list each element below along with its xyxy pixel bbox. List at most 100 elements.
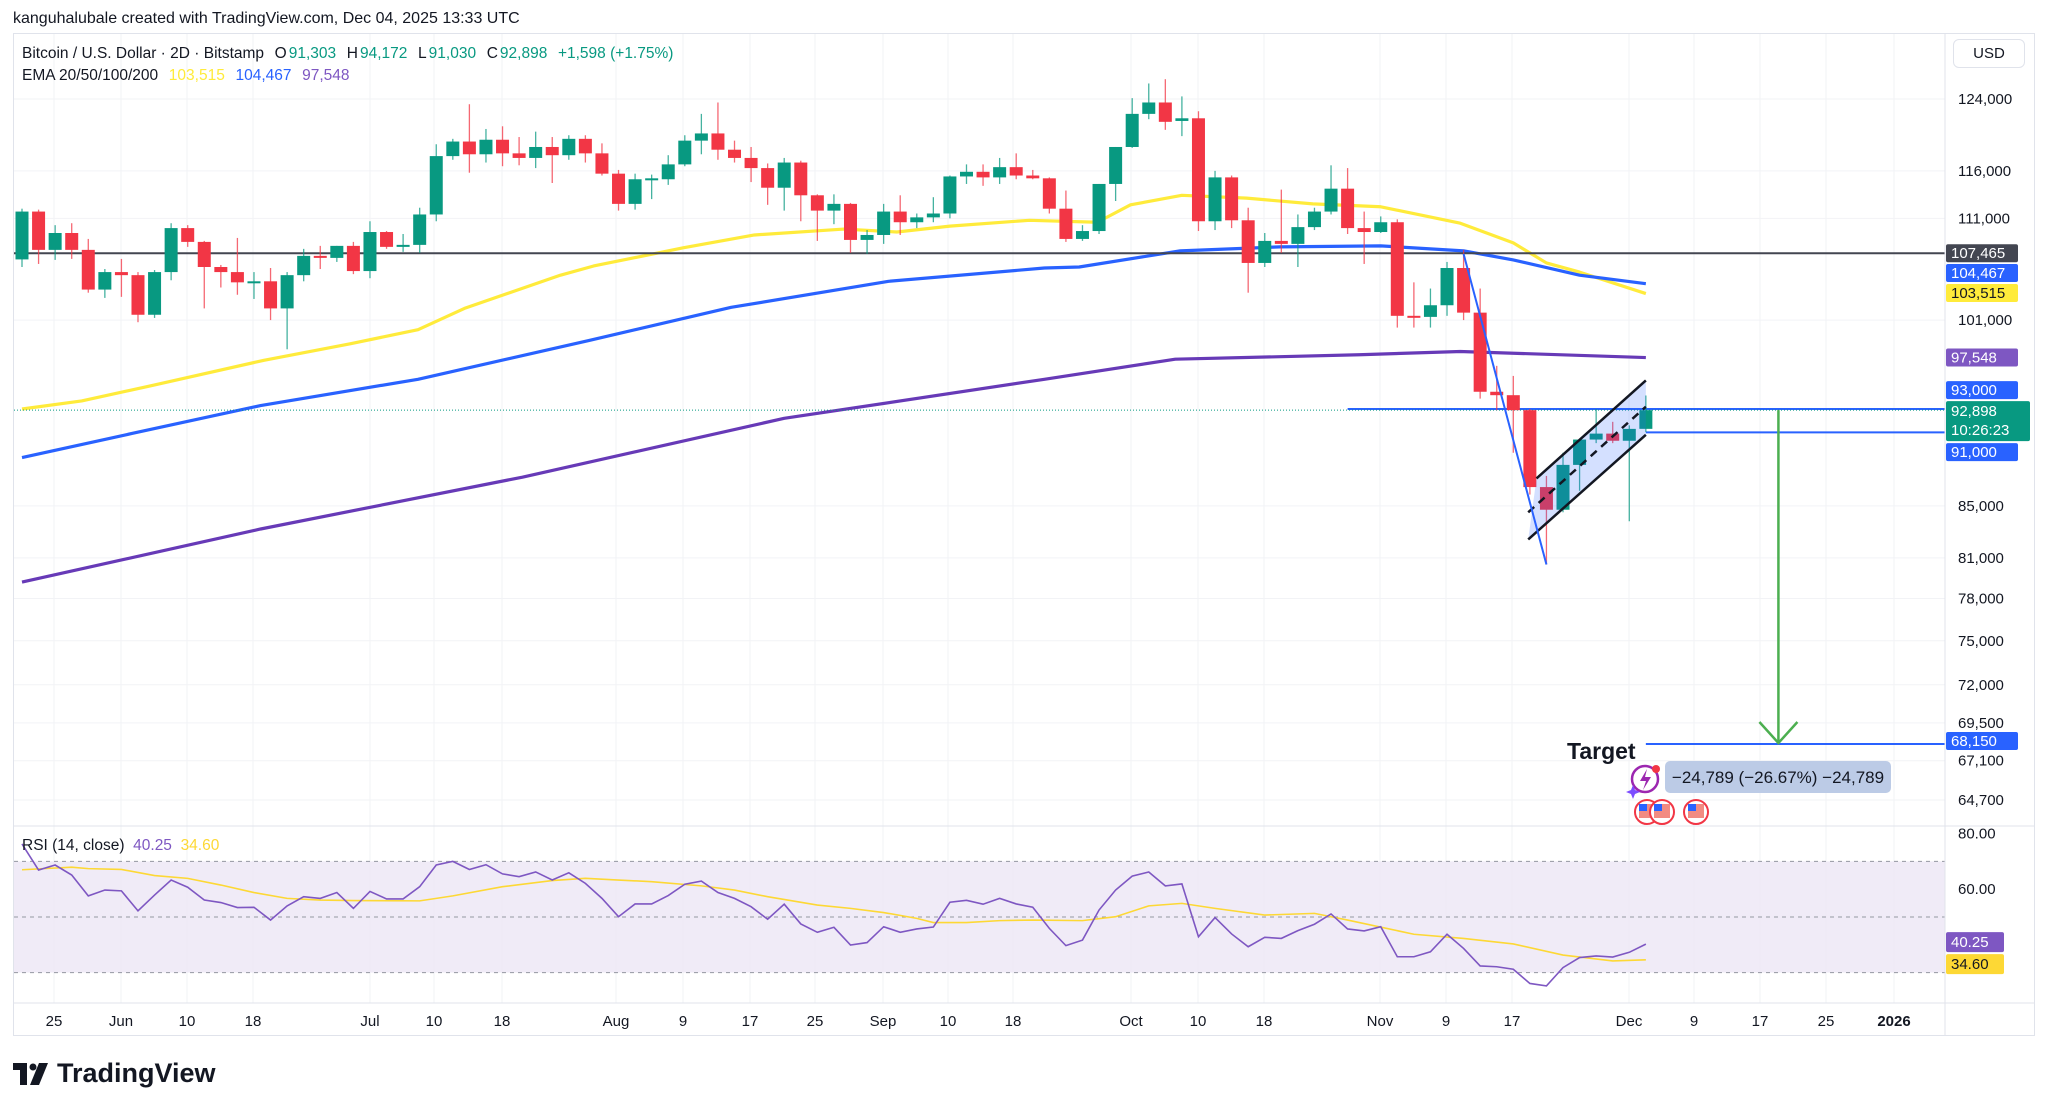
candle-body [396, 244, 410, 247]
rsi-tick-label: 60.00 [1958, 881, 1996, 898]
time-tick-label: 17 [742, 1013, 759, 1030]
price-badge[interactable] [1946, 443, 2018, 462]
candle-body [1390, 222, 1404, 316]
tradingview-logo[interactable]: TradingView [13, 1058, 216, 1089]
channel-fill[interactable] [1528, 380, 1646, 540]
candle-body [1274, 240, 1288, 244]
candle-body [1473, 312, 1487, 392]
target-arrow-head[interactable] [1758, 721, 1799, 745]
trend-line[interactable] [1462, 253, 1548, 565]
drawings[interactable] [1462, 253, 1799, 745]
price-badge[interactable] [1946, 348, 2018, 367]
price-tick-label: 116,000 [1958, 163, 2011, 180]
time-tick-label: 9 [679, 1013, 687, 1030]
time-tick-label: 2026 [1877, 1013, 1910, 1030]
price-tick-label: 69,500 [1958, 715, 2004, 732]
price-badge[interactable] [1946, 264, 2018, 282]
time-tick-label: Nov [1367, 1013, 1394, 1030]
price-badge[interactable] [1946, 381, 2018, 400]
price-badge-text: 68,150 [1951, 733, 1997, 750]
candle-body [1009, 167, 1023, 176]
candle-body [247, 281, 261, 284]
candle-body [1357, 228, 1371, 233]
candle-body [1573, 439, 1587, 465]
candle-body [413, 214, 427, 245]
ema-value-yellow: 103,515 [168, 67, 225, 84]
candle-body [595, 153, 609, 174]
low-value: 91,030 [428, 45, 477, 62]
candle-body [827, 203, 841, 211]
time-tick-label: 17 [1504, 1013, 1521, 1030]
price-tick-label: 67,100 [1958, 753, 2004, 770]
chart-attribution: kanguhalubale created with TradingView.c… [13, 10, 520, 27]
rsi-line [21, 843, 1647, 987]
candle-body [114, 272, 128, 276]
candle-body [612, 173, 626, 204]
time-tick-label: 18 [245, 1013, 262, 1030]
candle-body [1109, 146, 1123, 184]
candle-body [1589, 433, 1603, 440]
candle-body [744, 157, 758, 169]
candle-body [48, 233, 62, 250]
candle-body [214, 266, 228, 273]
candle-body [860, 234, 874, 240]
candle-body [1341, 188, 1355, 229]
lightning-event-icon[interactable] [1626, 764, 1660, 799]
candle-body [1490, 391, 1504, 396]
price-badge[interactable] [1946, 284, 2018, 302]
time-tick-label: Aug [603, 1013, 630, 1030]
time-tick-label: 10 [940, 1013, 957, 1030]
candle-body [181, 228, 195, 242]
channel-upper-line[interactable] [1535, 379, 1647, 480]
rsi-legend[interactable]: RSI (14, close) 40.25 34.60 [22, 837, 219, 855]
candle-body [1225, 177, 1239, 221]
candle-body [164, 228, 178, 273]
rsi-value: 40.25 [133, 837, 172, 854]
currency-button[interactable]: USD [1953, 39, 2025, 68]
candle-body [893, 211, 907, 223]
candle-body [280, 275, 294, 309]
rsi-value-badge [1946, 954, 2004, 975]
candle-body [297, 255, 311, 276]
rsi-value-badge-text: 34.60 [1951, 956, 1989, 973]
us-flag-canton [1688, 804, 1696, 811]
horizontal-levels[interactable] [14, 252, 1945, 746]
candle-body [1208, 177, 1222, 222]
grid [14, 34, 1945, 1003]
price-tick-label: 72,000 [1958, 677, 2004, 694]
price-tick-label: 75,000 [1958, 633, 2004, 650]
time-axis[interactable]: 25 Jun 10 18 Jul 10 18 Aug 9 17 25 Sep 10 18 Oct 10 18 No… [46, 1013, 1911, 1030]
ema-row[interactable]: EMA 20/50/100/200 103,515 104,467 97,548 [22, 65, 675, 87]
time-tick-label: 25 [1818, 1013, 1835, 1030]
price-badge-text: 93,000 [1951, 382, 1997, 399]
candle-body [446, 141, 460, 157]
time-tick-label: 10 [426, 1013, 443, 1030]
candle-body [562, 138, 576, 156]
candle-body [1241, 220, 1255, 263]
channel-mid-line[interactable] [1527, 405, 1647, 514]
price-badge[interactable] [1946, 732, 2018, 751]
open-value: 91,303 [288, 45, 337, 62]
ema-value-purple: 97,548 [302, 67, 350, 84]
price-tick-label: 81,000 [1958, 550, 2004, 567]
channel-lower-line[interactable] [1527, 433, 1647, 541]
candle-body [728, 149, 742, 158]
chart-frame [13, 33, 2035, 1036]
price-badge[interactable] [1946, 244, 2018, 263]
time-tick-label: Jun [109, 1013, 133, 1030]
close-value: 92,898 [499, 45, 548, 62]
candle-body [545, 146, 559, 156]
price-axis[interactable]: 124,000 116,000 111,000 101,000 85,000 81,000… [1946, 91, 2030, 975]
candle-body [81, 249, 95, 290]
rsi-ma-line [21, 866, 1646, 962]
candle-body [1639, 410, 1653, 429]
candle-body [1191, 118, 1205, 222]
time-tick-label: 17 [1752, 1013, 1769, 1030]
candle-body [15, 211, 29, 260]
last-price-badge[interactable] [1946, 401, 2030, 442]
target-label: Target [1567, 738, 1636, 764]
time-tick-label: Dec [1616, 1013, 1643, 1030]
